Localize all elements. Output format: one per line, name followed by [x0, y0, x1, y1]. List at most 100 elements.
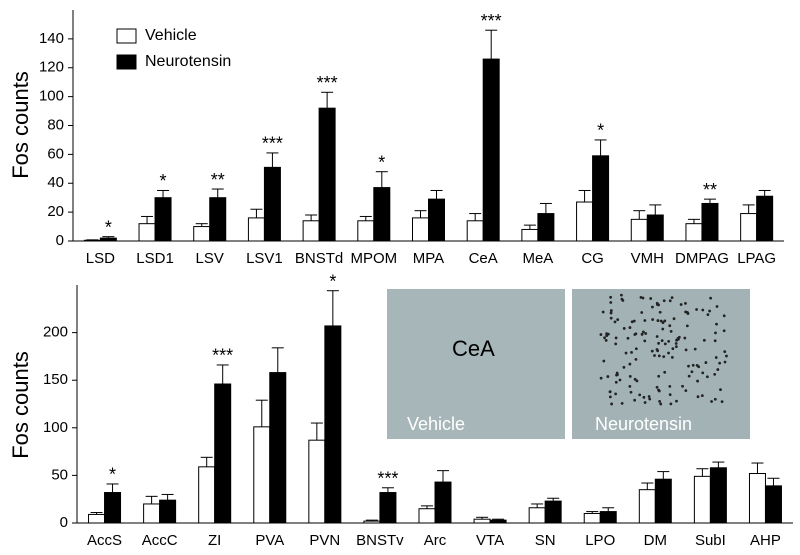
- cell-dot: [684, 389, 688, 393]
- cell-dot: [704, 361, 708, 364]
- error-bar: [321, 91, 334, 109]
- bar: [764, 485, 782, 524]
- bar: [583, 512, 601, 524]
- cell-dot: [657, 341, 660, 345]
- cell-dot: [716, 368, 720, 371]
- error-bar: [211, 188, 224, 198]
- error-bar: [200, 456, 213, 467]
- bar: [428, 198, 445, 242]
- cell-dot: [722, 314, 726, 318]
- cell-dot: [640, 332, 644, 336]
- cell-dot: [614, 392, 618, 396]
- cell-dot: [713, 397, 717, 401]
- cell-dot: [609, 316, 613, 320]
- cell-dot: [696, 379, 699, 383]
- cell-dot: [719, 388, 722, 392]
- error-bar: [594, 139, 607, 156]
- bar: [263, 166, 281, 242]
- y-tick-label: 150: [43, 371, 68, 388]
- cell-dot: [657, 354, 661, 358]
- error-bar: [195, 223, 208, 227]
- error-bar: [633, 210, 646, 220]
- cell-dot: [599, 376, 603, 380]
- error-bar: [539, 202, 552, 214]
- cell-dot: [669, 329, 673, 333]
- cell-dot: [643, 339, 647, 343]
- y-tick-label: 100: [43, 419, 68, 436]
- cell-dot: [628, 362, 632, 366]
- y-tick-label: 100: [39, 88, 64, 105]
- cell-dot: [663, 319, 667, 323]
- y-tick-label: 50: [51, 466, 68, 483]
- x-tick-label: PVN: [309, 532, 340, 549]
- legend-swatch: [116, 54, 137, 70]
- cell-dot: [603, 336, 606, 340]
- x-tick-label: PVA: [255, 532, 284, 549]
- bar: [143, 503, 161, 524]
- bar: [473, 518, 491, 524]
- panel-label: Vehicle: [407, 414, 465, 434]
- cell-dot: [661, 321, 665, 324]
- cell-dot: [662, 355, 666, 359]
- cell-dot: [638, 393, 642, 397]
- cell-dot: [686, 312, 690, 315]
- cell-dot: [705, 375, 709, 379]
- cell-dot: [674, 342, 678, 345]
- bar: [638, 489, 656, 524]
- bar: [83, 239, 101, 242]
- x-tick-label: SN: [535, 532, 556, 549]
- cell-dot: [643, 319, 647, 322]
- bar: [748, 472, 766, 524]
- error-bar: [476, 516, 489, 520]
- error-bar: [578, 189, 591, 203]
- bar: [138, 223, 156, 242]
- cell-dot: [622, 365, 626, 369]
- bar: [646, 214, 664, 242]
- cell-dot: [691, 363, 695, 367]
- cell-dot: [602, 359, 606, 363]
- y-tick-label: 0: [60, 514, 68, 531]
- error-bar: [641, 482, 654, 490]
- cell-dot: [609, 311, 613, 315]
- cell-dot: [614, 380, 618, 384]
- bar: [357, 220, 375, 242]
- cell-dot: [655, 335, 659, 338]
- error-bar: [703, 198, 716, 204]
- error-bar: [657, 471, 670, 480]
- error-bar: [255, 399, 268, 427]
- cell-dot: [668, 393, 672, 397]
- cell-dot: [635, 379, 639, 383]
- error-bar: [381, 487, 394, 493]
- cell-dot: [693, 347, 697, 351]
- bar: [99, 237, 117, 242]
- cell-dot: [668, 384, 672, 388]
- bar: [630, 218, 648, 242]
- legend-label: Neurotensin: [145, 53, 231, 70]
- cell-dot: [629, 390, 633, 394]
- bar: [324, 325, 342, 524]
- bar: [88, 513, 106, 524]
- bar: [363, 520, 381, 524]
- cell-dot: [626, 336, 630, 340]
- cell-dot: [628, 374, 632, 378]
- x-tick-label: LPAG: [737, 250, 776, 267]
- error-bar: [365, 519, 378, 522]
- legend-label: Vehicle: [145, 27, 197, 44]
- cell-dot: [708, 309, 712, 313]
- cell-dot: [701, 371, 705, 375]
- significance: ***: [262, 134, 283, 154]
- cell-dot: [715, 305, 719, 308]
- error-bar: [102, 236, 115, 239]
- cell-dot: [634, 357, 638, 361]
- cell-dot: [715, 322, 718, 326]
- error-bar: [469, 213, 482, 221]
- bar: [373, 187, 391, 242]
- cell-dot: [644, 332, 648, 335]
- cell-dot: [684, 302, 687, 305]
- error-bar: [157, 189, 170, 198]
- x-tick-label: AHP: [750, 532, 781, 549]
- cell-dot: [643, 401, 647, 404]
- cell-dot: [610, 402, 614, 406]
- significance: ***: [212, 346, 233, 366]
